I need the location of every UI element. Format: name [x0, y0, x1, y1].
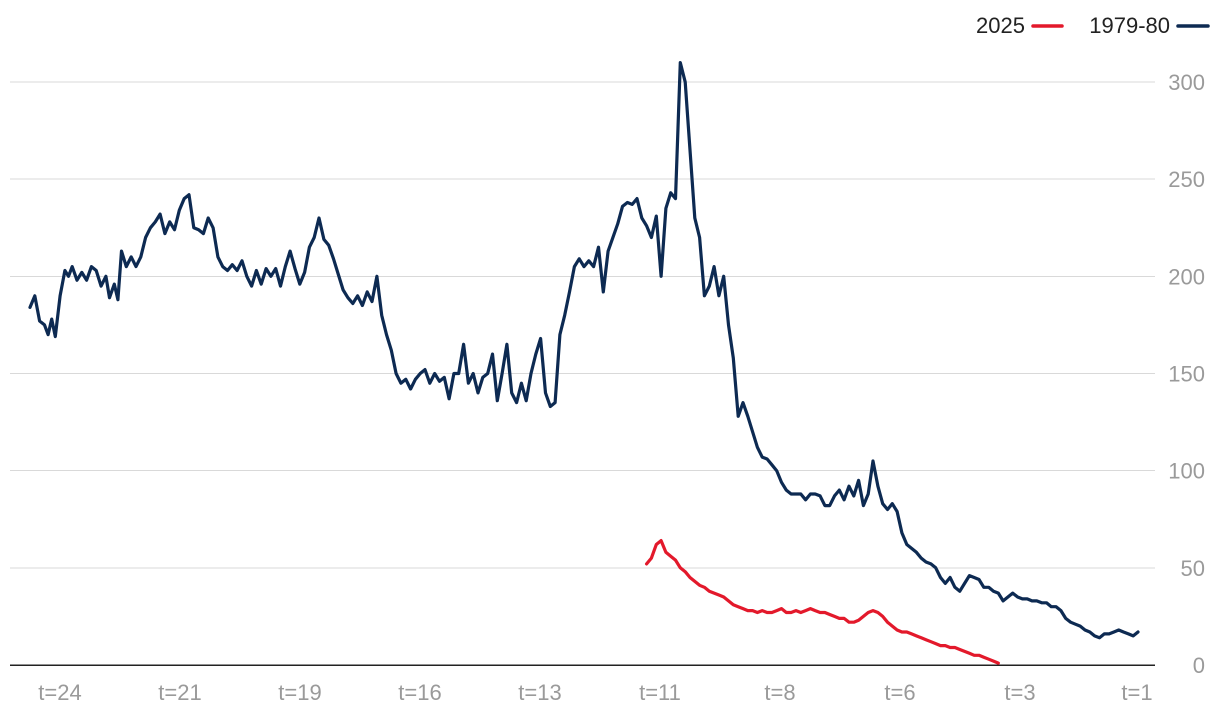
y-tick-label-150: 150 [1168, 362, 1205, 387]
legend: 2025 1979-80 [976, 13, 1210, 38]
x-tick-label-t19: t=19 [278, 680, 321, 705]
x-tick-label-t6: t=6 [884, 680, 915, 705]
series-lines [28, 61, 1140, 665]
y-tick-label-300: 300 [1168, 70, 1205, 95]
y-tick-label-100: 100 [1168, 459, 1205, 484]
grid-lines [10, 81, 1155, 666]
x-tick-label-t1: t=1 [1121, 680, 1152, 705]
y-tick-label-250: 250 [1168, 167, 1205, 192]
y-tick-label-50: 50 [1181, 556, 1205, 581]
x-tick-label-t8: t=8 [764, 680, 795, 705]
x-tick-label-t11: t=11 [639, 680, 681, 705]
x-tick-label-t16: t=16 [398, 680, 441, 705]
series-line-1979-80 [28, 61, 1140, 640]
legend-label-1979-80: 1979-80 [1089, 13, 1170, 38]
x-tick-label-t3: t=3 [1004, 680, 1035, 705]
legend-label-2025: 2025 [976, 13, 1025, 38]
x-tick-label-t24: t=24 [38, 680, 81, 705]
y-tick-label-0: 0 [1193, 653, 1205, 678]
y-axis-ticks: 0 50 100 150 200 250 300 [1168, 70, 1205, 678]
x-tick-label-t21: t=21 [158, 680, 201, 705]
series-line-2025 [645, 539, 1000, 665]
y-tick-label-200: 200 [1168, 264, 1205, 289]
x-tick-label-t13: t=13 [518, 680, 561, 705]
x-axis-ticks: t=24 t=21 t=19 t=16 t=13 t=11 t=8 t=6 t=3 t=1 [38, 680, 1152, 705]
